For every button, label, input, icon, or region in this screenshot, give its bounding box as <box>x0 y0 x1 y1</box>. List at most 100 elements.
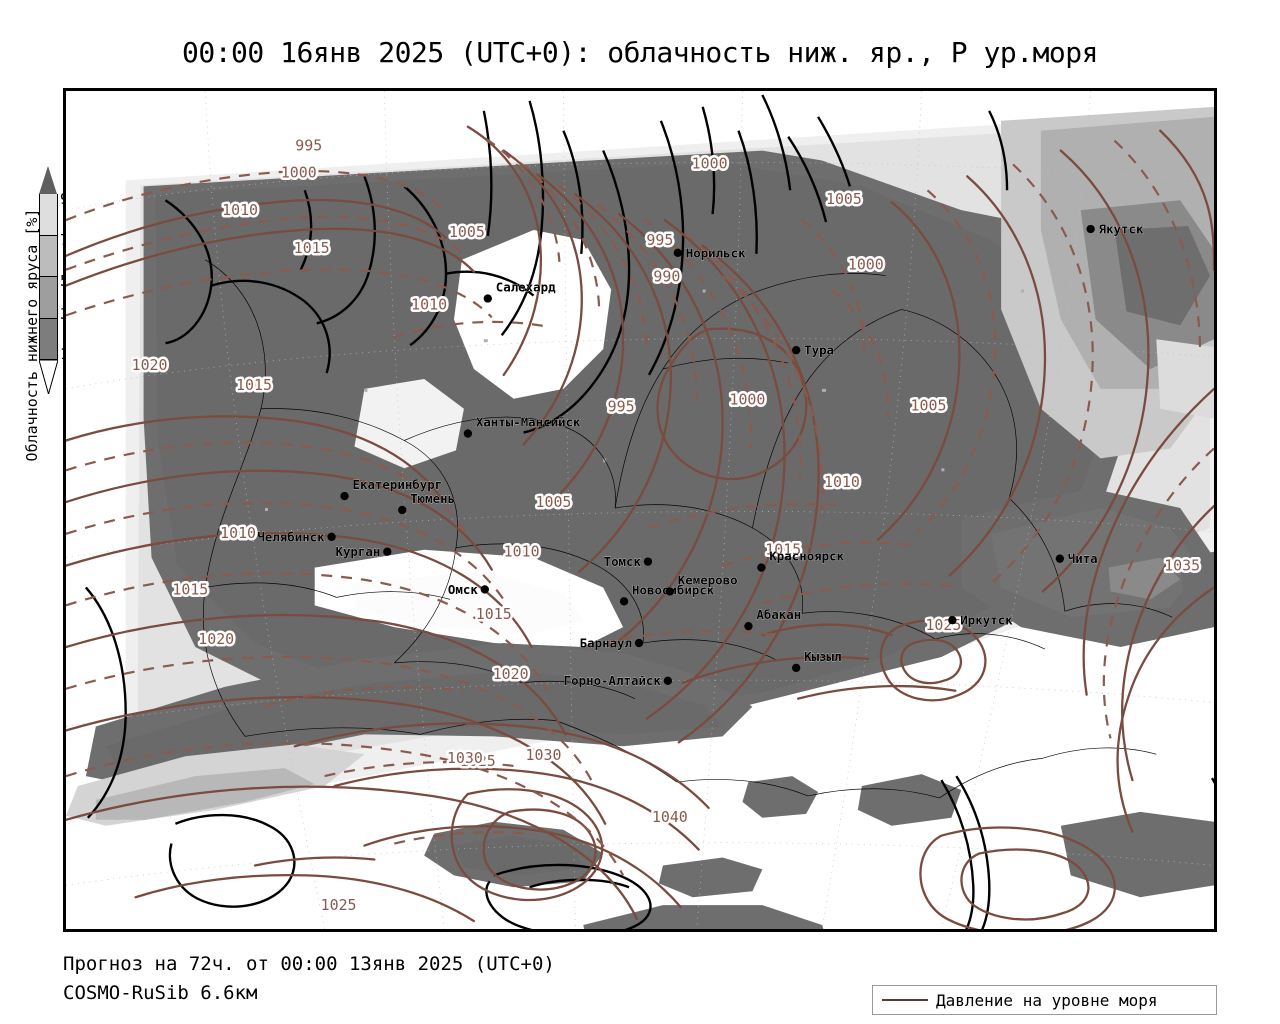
forecast-valid-line: Прогноз на 72ч. от 00:00 13янв 2025 (UTC… <box>63 953 555 975</box>
isobar-label: 1030 <box>447 749 483 767</box>
isobar-label-halo: 1030 <box>447 749 483 767</box>
isobar-label-halo: 1010 <box>824 473 860 491</box>
isobar-label: 1005 <box>535 493 571 511</box>
city-label: Салехард <box>496 280 556 295</box>
city-label: Барнаул <box>580 636 632 651</box>
isobar-label: 990 <box>653 268 680 286</box>
isobar-label: 1035 <box>1164 557 1200 575</box>
isobar-label-halo: 1005 <box>911 397 947 415</box>
isobar-label-halo: 1000 <box>848 256 884 274</box>
isobar-label: 1020 <box>132 356 168 374</box>
isobar-label: 1000 <box>692 154 728 172</box>
isobar-label-halo: 1010 <box>222 201 258 219</box>
colorbar-top-arrow <box>39 166 57 194</box>
isobar-label: 1020 <box>198 630 234 648</box>
isobar-label-halo: 1005 <box>449 223 485 241</box>
isobar-label: 1025 <box>321 896 357 914</box>
city-marker-dot <box>673 248 682 258</box>
colorbar-bands <box>39 194 58 360</box>
isobar-label-halo: 1015 <box>765 541 801 559</box>
city-marker-dot <box>948 616 957 625</box>
city-marker-dot <box>398 505 407 515</box>
isobar-label-halo: 995 <box>646 231 673 249</box>
city-marker-dot <box>792 663 801 673</box>
city-marker-dot <box>744 621 753 631</box>
isobar-label-halo: 1020 <box>132 356 168 374</box>
city-label: Тура <box>804 343 834 358</box>
isobar-label-halo: 1035 <box>1164 557 1200 575</box>
city-label: Томск <box>604 554 642 569</box>
isobar-label: 1000 <box>848 256 884 274</box>
city-label: Ханты-Мансийск <box>476 415 581 430</box>
model-name-line: COSMO-RuSib 6.6км <box>63 982 258 1004</box>
isobar-label-halo: 1000 <box>692 154 728 172</box>
legend-label-pressure: Давление на уровне моря <box>936 990 1158 1010</box>
city-label: Омск <box>448 582 478 597</box>
isobar-label: 1005 <box>449 223 485 241</box>
page-title: 00:00 16янв 2025 (UTC+0): облачность ниж… <box>181 36 1099 69</box>
isobar-label: 1015 <box>236 376 272 394</box>
city-label: Горно-Алтайск <box>564 673 662 688</box>
isobar-label-halo: 1005 <box>535 493 571 511</box>
city-marker-dot <box>663 676 673 685</box>
city-marker-dot <box>634 638 644 648</box>
cloud-cover-colorbar <box>39 166 58 394</box>
isobar-label-halo: 1020 <box>493 665 529 683</box>
map-legend: Давление на уровне моря <box>872 985 1217 1015</box>
isobar-label-halo: 1020 <box>198 630 234 648</box>
city-label: Абакан <box>756 607 801 622</box>
isobar-label: 1015 <box>294 239 330 257</box>
isobar-label: 995 <box>646 231 673 249</box>
city-label: Красноярск <box>769 549 844 564</box>
city-label: Тюмень <box>410 491 455 506</box>
isobar-label: 1015 <box>765 541 801 559</box>
city-label: Иркутск <box>960 613 1013 628</box>
isobar-label-halo: 1010 <box>220 524 256 542</box>
city-label: Кемерово <box>678 572 738 587</box>
isobar-label-halo: 1005 <box>826 190 862 208</box>
weather-map[interactable]: 995 995 1000 1000 1000 1000 1010 1010 1005 1005 10… <box>63 88 1217 932</box>
city-marker-dot <box>327 532 336 541</box>
city-marker-dot <box>1055 554 1064 563</box>
isobar-label-halo: 1025 <box>460 752 496 770</box>
city-marker-dot <box>619 597 629 606</box>
isobar-label-halo: 1030 <box>526 746 562 764</box>
city-marker-dot <box>665 587 675 596</box>
isobar-label-halo: 995 <box>295 137 322 155</box>
city-marker-dot <box>483 294 492 303</box>
isobar-label: 1010 <box>824 473 860 491</box>
isobar-label: 995 <box>295 137 322 155</box>
isobar-label: 1040 <box>652 808 688 826</box>
isobar-label: 1010 <box>220 524 256 542</box>
city-label: Челябинск <box>257 529 325 544</box>
isobar-value-labels: 995 995 1000 1000 1000 1000 1010 1010 1005 1005 10… <box>129 134 1202 917</box>
city-marker-dot <box>1086 224 1095 234</box>
city-label: Чита <box>1068 551 1098 566</box>
graticule <box>66 91 1214 929</box>
sea-level-pressure-isobars-solid <box>66 125 1214 929</box>
isobar-label: 1005 <box>911 397 947 415</box>
isobar-label-halo: 990 <box>653 268 680 286</box>
isobar-label-halo: 1000 <box>729 391 765 409</box>
city-marker-dot <box>643 557 653 566</box>
city-marker-dot <box>463 429 473 438</box>
colorbar-band-30 <box>40 318 57 360</box>
isobar-label: 1015 <box>476 605 512 623</box>
isobar-label: 1010 <box>222 201 258 219</box>
country-and-region-borders <box>84 94 1214 929</box>
isobar-label-halo: 1040 <box>652 808 688 826</box>
forecast-footer: Прогноз на 72ч. от 00:00 13янв 2025 (UTC… <box>63 950 555 1008</box>
city-label: Екатеринбург <box>353 477 443 492</box>
isobar-label-halo: 1010 <box>504 543 540 561</box>
isobar-label-halo: 1015 <box>236 376 272 394</box>
isobar-label: 1005 <box>826 190 862 208</box>
isobar-label: 1000 <box>729 391 765 409</box>
isobar-label: 995 <box>608 398 635 416</box>
cloud-cover-shading <box>66 106 1214 929</box>
city-label: Норильск <box>686 245 746 260</box>
isobar-label: 1015 <box>172 580 208 598</box>
city-label: Курган <box>335 544 380 559</box>
pressure-line-swatch <box>882 999 928 1001</box>
isobar-label-halo: 995 <box>608 398 635 416</box>
isobar-label-halo: 1015 <box>294 239 330 257</box>
